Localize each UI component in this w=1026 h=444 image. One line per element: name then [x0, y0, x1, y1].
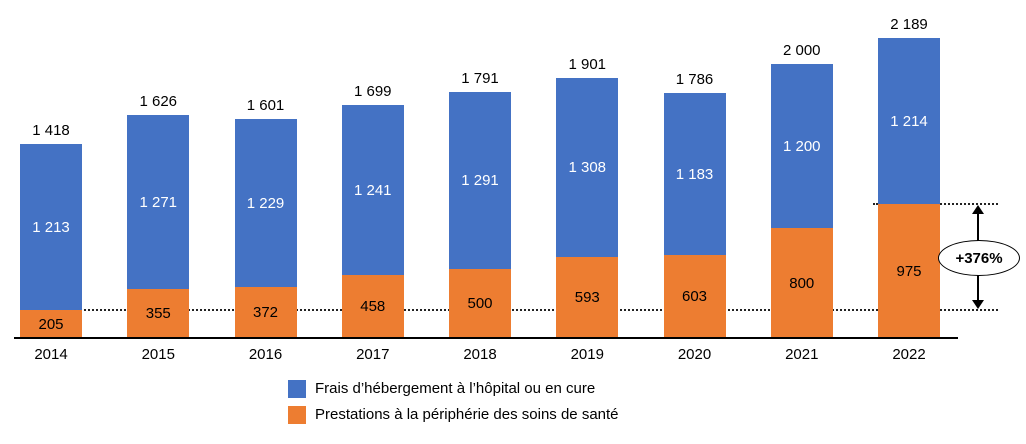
bar-segment-blue-2019: 1 308 — [556, 78, 619, 257]
legend-swatch-blue — [288, 380, 306, 398]
legend-swatch-orange — [288, 406, 306, 424]
plot-area: 1 418 1 213 205 1 626 1 271 355 1 601 1 229 372 1… — [20, 16, 940, 338]
bar-column-2020: 1 786 1 183 603 — [663, 71, 726, 338]
bar-segment-blue-2020: 1 183 — [663, 93, 726, 255]
total-label-2016: 1 601 — [246, 97, 285, 114]
x-axis-label-2022: 2022 — [892, 346, 926, 363]
x-axis-label-2014: 2014 — [34, 346, 68, 363]
x-axis-label-2021: 2021 — [785, 346, 819, 363]
bar-segment-blue-2016: 1 229 — [234, 119, 297, 287]
legend-label-hospital: Frais d’hébergement à l’hôpital ou en cu… — [315, 380, 596, 397]
bar-column-2021: 2 000 1 200 800 — [770, 42, 833, 338]
x-axis-label-2015: 2015 — [141, 346, 175, 363]
bar-column-2015: 1 626 1 271 355 — [127, 93, 190, 338]
bar-segment-orange-2016: 372 — [234, 287, 297, 338]
bar-column-2022: 2 189 1 214 975 — [878, 16, 940, 338]
growth-annotation: +376% — [938, 240, 1020, 276]
x-axis-label-2019: 2019 — [570, 346, 604, 363]
bar-segment-blue-2015: 1 271 — [127, 115, 190, 289]
bar-segment-orange-2014: 205 — [20, 310, 82, 338]
total-label-2019: 1 901 — [568, 56, 607, 73]
legend-label-peripheral: Prestations à la périphérie des soins de… — [315, 406, 619, 423]
bar-segment-blue-2014: 1 213 — [20, 144, 82, 310]
x-axis-label-2020: 2020 — [677, 346, 712, 363]
total-label-2021: 2 000 — [782, 42, 821, 59]
x-axis-labels: 2014 2015 2016 2017 2018 2019 2020 2021 2022 — [20, 346, 940, 363]
x-axis-line — [14, 337, 958, 339]
bar-column-2014: 1 418 1 213 205 — [20, 122, 82, 338]
arrow-down-icon — [972, 300, 984, 309]
bar-column-2019: 1 901 1 308 593 — [556, 56, 619, 338]
bar-segment-blue-2021: 1 200 — [770, 64, 833, 228]
legend-item-peripheral: Prestations à la périphérie des soins de… — [288, 406, 619, 424]
bar-segment-orange-2021: 800 — [770, 228, 833, 338]
total-label-2020: 1 786 — [675, 71, 714, 88]
bar-segment-blue-2022: 1 214 — [878, 38, 940, 204]
bar-segment-blue-2017: 1 241 — [341, 105, 404, 275]
total-label-2018: 1 791 — [461, 70, 499, 87]
bar-column-2018: 1 791 1 291 500 — [449, 70, 511, 338]
bar-column-2017: 1 699 1 241 458 — [341, 83, 404, 338]
bar-column-2016: 1 601 1 229 372 — [234, 97, 297, 338]
arrow-up-icon — [972, 205, 984, 214]
total-label-2014: 1 418 — [32, 122, 70, 139]
total-label-2015: 1 626 — [139, 93, 178, 110]
bar-segment-orange-2015: 355 — [127, 289, 190, 338]
bar-segment-orange-2019: 593 — [556, 257, 619, 338]
legend: Frais d’hébergement à l’hôpital ou en cu… — [288, 380, 619, 424]
growth-annotation-label: +376% — [955, 249, 1003, 267]
bar-segment-orange-2018: 500 — [449, 269, 511, 338]
bar-segment-blue-2018: 1 291 — [449, 92, 511, 269]
x-axis-label-2018: 2018 — [463, 346, 497, 363]
x-axis-label-2016: 2016 — [248, 346, 283, 363]
legend-item-hospital: Frais d’hébergement à l’hôpital ou en cu… — [288, 380, 619, 398]
total-label-2022: 2 189 — [890, 16, 928, 33]
bar-segment-orange-2022: 975 — [878, 204, 940, 338]
x-axis-label-2017: 2017 — [356, 346, 390, 363]
total-label-2017: 1 699 — [353, 83, 392, 100]
reference-line-2014-level — [28, 309, 998, 311]
bar-segment-orange-2020: 603 — [663, 255, 726, 338]
bar-segment-orange-2017: 458 — [341, 275, 404, 338]
